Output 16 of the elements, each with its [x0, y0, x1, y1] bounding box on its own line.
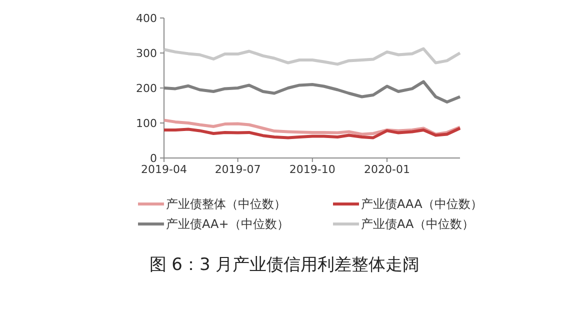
legend-label: 产业债AA（中位数） [361, 217, 474, 232]
y-tick-label: 400 [136, 12, 157, 25]
legend-label: 产业债整体（中位数） [166, 197, 286, 212]
legend-label: 产业债AA+（中位数） [166, 217, 289, 232]
y-tick-label: 200 [136, 82, 157, 95]
x-tick-label: 2019-07 [214, 163, 261, 176]
y-tick-label: 100 [136, 116, 157, 130]
x-tick-label: 2020-01 [364, 163, 410, 176]
text: 图 6：3 月产业债信用利差整体走阔 [149, 255, 420, 275]
line-series [162, 47, 462, 66]
line-series [162, 126, 462, 140]
x-tick-label: 2019-04 [141, 163, 187, 176]
x-tick-label: 2019-10 [289, 163, 336, 176]
y-tick-label: 300 [136, 46, 157, 60]
legend-label: 产业债AAA（中位数） [361, 197, 482, 212]
y-tick-label: 0 [150, 152, 157, 165]
